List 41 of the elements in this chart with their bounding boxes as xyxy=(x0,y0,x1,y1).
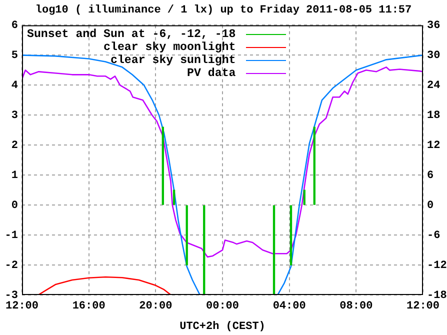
bar xyxy=(172,190,176,205)
bar xyxy=(272,205,276,295)
y2-tick-label: 0 xyxy=(427,200,434,212)
y2-tick-label: -12 xyxy=(427,260,447,272)
y-tick-label: 1 xyxy=(11,170,18,182)
x-tick-label: 04:00 xyxy=(272,300,306,312)
y-tick-label: 5 xyxy=(11,50,18,62)
y-tick-label: 6 xyxy=(11,20,18,32)
legend-label: clear sky sunlight xyxy=(110,54,236,67)
chart-title: log10 ( illuminance / 1 lx) up to Friday 2011-08-05 11:57 xyxy=(35,4,412,16)
y-tick-label: 0 xyxy=(11,200,18,212)
x-tick-label: 12:00 xyxy=(5,300,39,312)
x-axis-title: UTC+2h (CEST) xyxy=(180,321,266,334)
bar xyxy=(162,126,164,205)
y-tick-label: -1 xyxy=(4,230,18,242)
y2-tick-label: 30 xyxy=(427,50,440,62)
y2-tick-label: 24 xyxy=(427,80,441,92)
y-tick-label: 2 xyxy=(11,140,18,152)
x-tick-label: 12:00 xyxy=(406,300,440,312)
bar xyxy=(313,126,316,205)
x-tick-label: 20:00 xyxy=(139,300,172,312)
bar xyxy=(203,205,206,295)
y-tick-label: 3 xyxy=(11,110,18,122)
y-tick-label: -2 xyxy=(4,260,18,272)
legend-label: clear sky moonlight xyxy=(104,41,236,54)
y2-tick-label: 36 xyxy=(427,20,440,32)
x-tick-label: 08:00 xyxy=(340,300,373,312)
x-tick-label: 16:00 xyxy=(72,300,106,312)
y2-tick-label: 6 xyxy=(427,170,434,182)
y-tick-label: 4 xyxy=(11,80,18,92)
bar xyxy=(303,190,306,205)
y2-tick-label: -6 xyxy=(427,230,440,242)
y2-tick-label: -18 xyxy=(427,290,447,302)
y-tick-label: -3 xyxy=(4,290,18,302)
legend-label: Sunset and Sun at -6, -12, -18 xyxy=(27,28,236,41)
x-tick-label: 00:00 xyxy=(206,300,240,312)
y2-tick-label: 18 xyxy=(427,110,441,122)
bar xyxy=(186,205,188,266)
legend-label: PV data xyxy=(187,67,236,80)
bar xyxy=(290,205,292,266)
y2-tick-label: 12 xyxy=(427,140,440,152)
